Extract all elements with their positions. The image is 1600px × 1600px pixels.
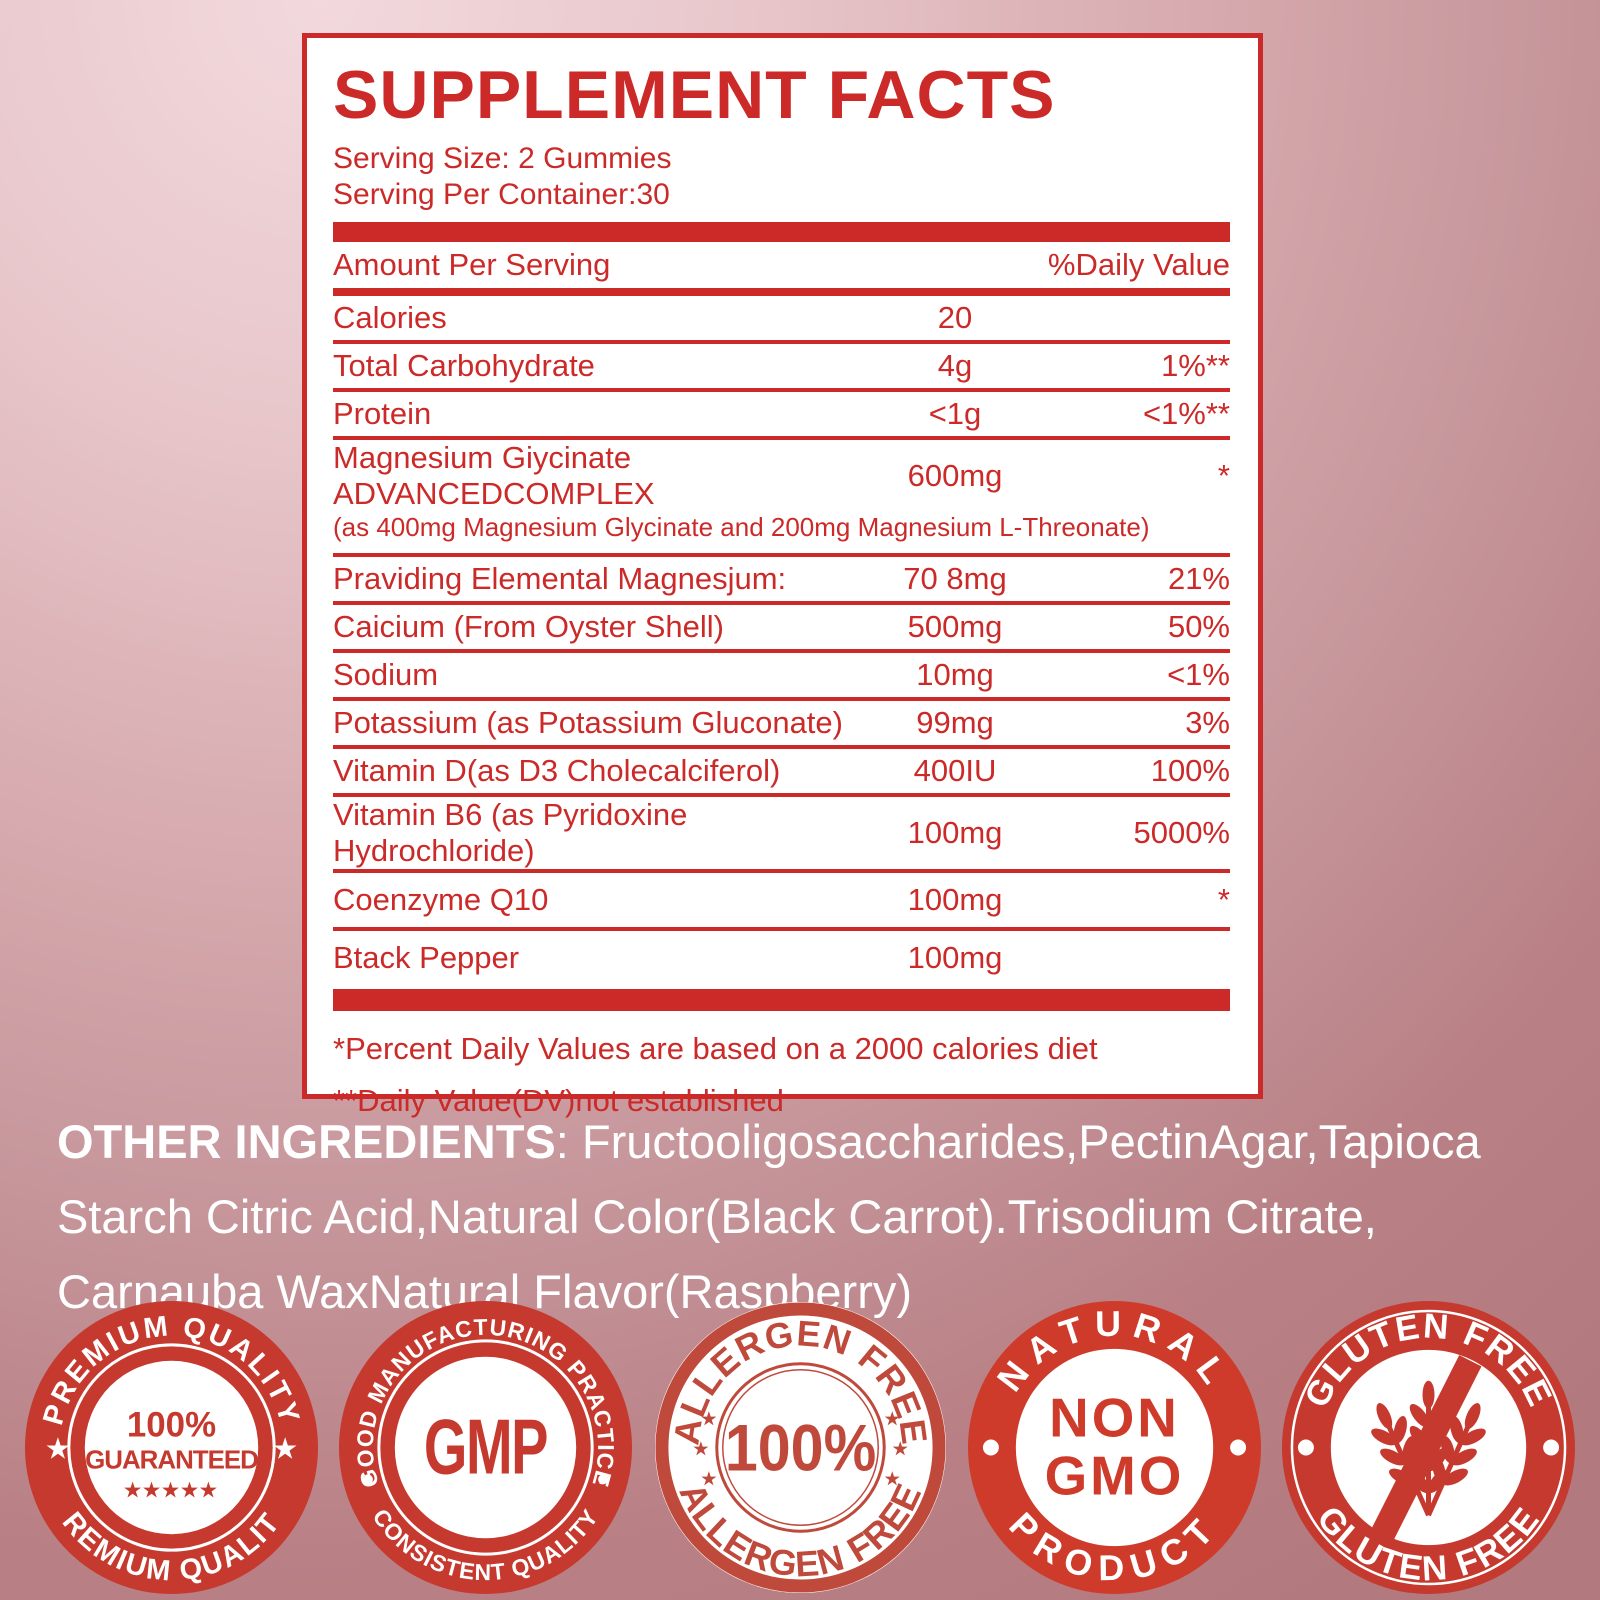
panel-title: SUPPLEMENT FACTS: [333, 57, 1056, 133]
premium-quality-badge-icon: PREMIUM QUALITY PREMIUM QUALITY ★ ★ 100%…: [22, 1298, 319, 1594]
table-header-row: Amount Per Serving %Daily Value: [333, 242, 1230, 297]
star-icon: ★: [701, 1469, 717, 1488]
badge-center-gmp: GMP: [424, 1404, 547, 1490]
footnote-dv-not-established: **Daily Value(DV)not established: [333, 1083, 784, 1119]
separator-dot: [598, 1473, 609, 1484]
allergen-free-badge-icon: ALLERGEN FREE ALLERGEN FREE ★ ★ ★ ★ ★ ★ …: [654, 1301, 946, 1593]
other-ingredients-label: OTHER INGREDIENTS: [57, 1115, 556, 1168]
badge-ring: [377, 1338, 594, 1556]
separator-dot: [982, 1439, 999, 1455]
badge-disc: [654, 1301, 946, 1593]
badge-ring: [67, 1342, 276, 1552]
badge-ring: [1290, 1309, 1567, 1585]
non-gmo-badge-icon: NATURAL PRODUCT NON GMO: [967, 1300, 1261, 1594]
header-amount-per-serving: Amount Per Serving: [333, 247, 611, 283]
badge-ring: [714, 1361, 886, 1533]
badge-center-guaranteed: GUARANTEED: [85, 1446, 258, 1474]
badge-inner-disc: [395, 1356, 577, 1538]
badge-inner-disc: [1015, 1348, 1213, 1546]
table-row: Protein <1g <1%**: [333, 392, 1230, 441]
table-row: Potassium (as Potassium Gluconate) 99mg …: [333, 701, 1230, 750]
table-row: Sodium 10mg <1%: [333, 653, 1230, 702]
certification-badges-row: PREMIUM QUALITY PREMIUM QUALITY ★ ★ 100%…: [0, 1296, 1600, 1598]
badge-center-percent: 100%: [724, 1411, 875, 1485]
separator-dot: [1229, 1439, 1246, 1455]
badge-center-percent: 100%: [127, 1405, 216, 1444]
other-ingredients-text: : Fructooligosaccharides,PectinAgar,Tapi…: [57, 1115, 1481, 1319]
star-icon: ★: [46, 1435, 70, 1463]
badge-outer-ring: [654, 1301, 946, 1593]
table-row: Vitamin B6 (as Pyridoxine Hydrochloride)…: [333, 797, 1230, 874]
table-row: Calories 20: [333, 296, 1230, 345]
table-row: Praviding Elemental Magnesjum: 70 8mg 21…: [333, 557, 1230, 606]
divider-bar-top: [333, 222, 1230, 243]
star-icon: ★: [274, 1435, 298, 1463]
supplement-facts-panel: SUPPLEMENT FACTS Serving Size: 2 Gummies…: [302, 33, 1263, 1118]
separator-dot: [1543, 1439, 1560, 1455]
star-icon: ★: [892, 1439, 908, 1458]
badge-center-gmo: GMO: [1044, 1444, 1184, 1506]
serving-size: Serving Size: 2 Gummies: [333, 142, 672, 176]
table-row: Btack Pepper 100mg: [333, 940, 1003, 976]
star-icon: ★: [701, 1409, 717, 1428]
badge-inner-disc: [84, 1360, 259, 1534]
table-row-subtext: (as 400mg Magnesium Glycinate and 200mg …: [333, 512, 1150, 543]
star-icon: ★: [693, 1439, 709, 1458]
five-stars-icon: ★★★★★: [124, 1480, 219, 1501]
badge-ring: [721, 1368, 879, 1526]
badge-center-non: NON: [1049, 1386, 1180, 1448]
table-row-group: Magnesium Giycinate ADVANCEDCOMPLEX 600m…: [333, 440, 1230, 558]
table-row: Vitamin D(as D3 Cholecalciferol) 400IU 1…: [333, 749, 1230, 798]
separator-dot: [363, 1473, 374, 1484]
wheat-icon: [1371, 1354, 1486, 1540]
gmp-badge-icon: GOOD MANUFACTURING PRACTICE CONSISTENT Q…: [339, 1300, 633, 1594]
footnotes: *Percent Daily Values are based on a 200…: [333, 1027, 1230, 1123]
table-row: Total Carbohydrate 4g 1%**: [333, 344, 1230, 393]
table-row: Caicium (From Oyster Shell) 500mg 50%: [333, 605, 1230, 654]
divider-bar-bottom: [333, 989, 1230, 1012]
table-row: Magnesium Giycinate ADVANCEDCOMPLEX 600m…: [333, 440, 1230, 512]
table-row: Coenzyme Q10 100mg *: [333, 873, 1230, 932]
no-slash-icon: [1371, 1354, 1482, 1540]
star-icon: ★: [884, 1409, 900, 1428]
other-ingredients: OTHER INGREDIENTS: Fructooligosaccharide…: [57, 1104, 1553, 1330]
gluten-free-badge-icon: GLUTEN FREE GLUTEN FREE: [1281, 1300, 1576, 1594]
footnote-daily-values: *Percent Daily Values are based on a 200…: [333, 1031, 1098, 1067]
serving-per-container: Serving Per Container:30: [333, 177, 670, 211]
header-daily-value: %Daily Value: [1047, 247, 1230, 283]
separator-dot: [1297, 1439, 1314, 1455]
star-icon: ★: [884, 1469, 900, 1488]
